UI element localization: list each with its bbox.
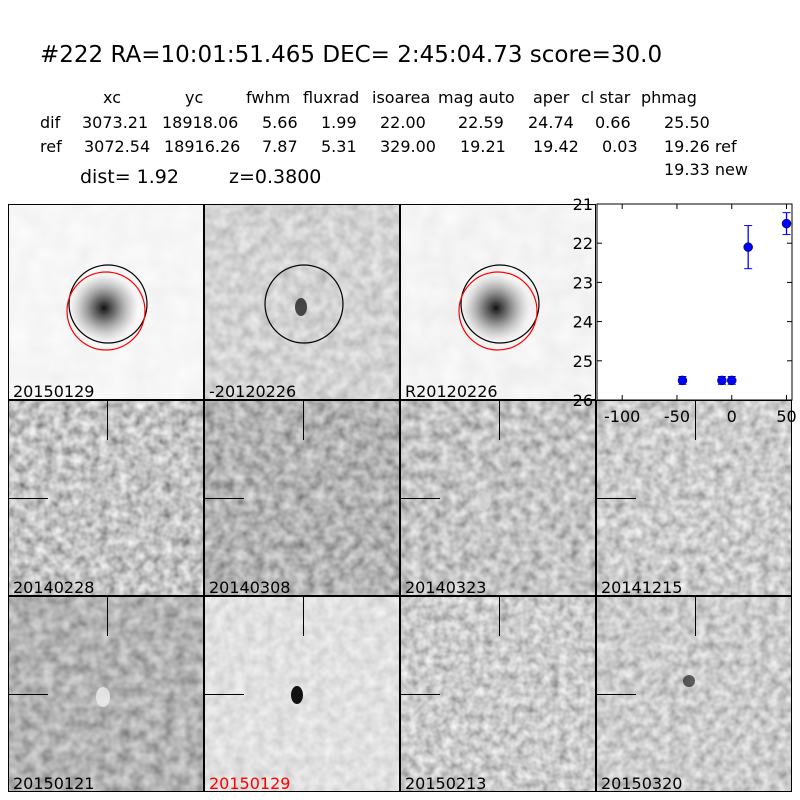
table-cell: 19.21 [460, 137, 506, 156]
table-cell: 19.42 [533, 137, 579, 156]
col-header: fluxrad [303, 88, 360, 107]
x-tick-label: 0 [727, 407, 737, 426]
cutout-image [597, 597, 791, 791]
col-header: xc [103, 88, 121, 107]
cutout-date-label: 20150213 [405, 774, 487, 792]
x-tick-label: -100 [604, 407, 640, 426]
table-cell: 3073.21 [82, 113, 149, 132]
image-cutout: 20140228 [8, 400, 204, 596]
y-tick-label: 23 [573, 273, 593, 292]
data-point [781, 218, 792, 229]
col-header: cl star [581, 88, 631, 107]
table-cell: 329.00 [380, 137, 436, 156]
phmag-new: 19.33 new [664, 160, 748, 179]
row-label: dif [40, 113, 61, 132]
col-header: phmag [641, 88, 697, 107]
image-cutout: 20150121 [8, 596, 204, 792]
cutout-date-label: 20150121 [13, 774, 95, 792]
table-cell: 19.26 ref [664, 137, 737, 156]
table-cell: 22.00 [380, 113, 426, 132]
table-cell: 22.59 [458, 113, 504, 132]
aperture-circle [264, 264, 344, 344]
col-header: fwhm [246, 88, 291, 107]
cutout-image [401, 401, 595, 595]
cutout-image [401, 205, 595, 399]
cutout-date-label: 20140228 [13, 578, 95, 596]
table-cell: 24.74 [528, 113, 574, 132]
col-header: isoarea [372, 88, 431, 107]
image-cutout: R20120226 [400, 204, 596, 400]
data-point [726, 375, 737, 386]
col-header: mag auto [438, 88, 515, 107]
table-cell: 5.31 [321, 137, 357, 156]
aperture-circle [68, 264, 148, 344]
cutout-image [9, 205, 203, 399]
cutout-image [205, 401, 399, 595]
cutout-date-label: 20150320 [601, 774, 683, 792]
reference-circle [66, 271, 146, 351]
reference-circle [458, 271, 538, 351]
image-cutout: 20140308 [204, 400, 400, 596]
redshift-value: z=0.3800 [229, 166, 322, 188]
cutout-date-label: 20140308 [209, 578, 291, 596]
table-cell: 1.99 [321, 113, 357, 132]
x-tick-label: 50 [776, 407, 796, 426]
cutout-image [401, 597, 595, 791]
cutout-image [205, 597, 399, 791]
cutout-image [205, 205, 399, 399]
table-cell: 25.50 [664, 113, 710, 132]
y-tick-label: 21 [573, 195, 593, 214]
cutout-date-label: 20141215 [601, 578, 683, 596]
dist-value: dist= 1.92 [80, 166, 179, 188]
aperture-circle [460, 264, 540, 344]
image-cutout: 20150129 [204, 596, 400, 792]
image-cutout: 20141215 [596, 400, 792, 596]
row-label: ref [40, 137, 62, 156]
plot-area [596, 203, 793, 401]
data-point [717, 375, 727, 386]
cutout-date-label: R20120226 [405, 382, 498, 400]
table-cell: 18918.06 [162, 113, 239, 132]
y-tick-label: 25 [573, 352, 593, 371]
cutout-date-label: 20150129 [13, 382, 95, 400]
cutout-date-label: 20140323 [405, 578, 487, 596]
table-cell: 7.87 [262, 137, 298, 156]
y-tick-label: 26 [573, 391, 593, 410]
cutout-date-label: 20150129 [209, 774, 291, 792]
cutout-date-label: -20120226 [209, 382, 297, 400]
cutout-image [597, 401, 791, 595]
table-cell: 5.66 [262, 113, 298, 132]
light-curve-chart: -100 -50 0 50 21 22 23 24 25 26 [573, 195, 797, 426]
table-cell: 3072.54 [84, 137, 151, 156]
table-cell: 0.66 [595, 113, 631, 132]
col-header: yc [185, 88, 204, 107]
y-tick-label: 22 [573, 234, 593, 253]
x-tick-label: -50 [664, 407, 690, 426]
data-point [743, 242, 753, 252]
image-cutout: 20150129 [8, 204, 204, 400]
y-tick-label: 24 [573, 313, 593, 332]
image-cutout: 20150213 [400, 596, 596, 792]
image-cutout: -20120226 [204, 204, 400, 400]
cutout-image [9, 597, 203, 791]
image-cutout: 20150320 [596, 596, 792, 792]
data-point [677, 375, 688, 386]
page-title: #222 RA=10:01:51.465 DEC= 2:45:04.73 sco… [40, 42, 663, 68]
image-cutout: 20140323 [400, 400, 596, 596]
table-cell: 18916.26 [164, 137, 241, 156]
cutout-image [9, 401, 203, 595]
col-header: aper [533, 88, 570, 107]
table-cell: 0.03 [602, 137, 638, 156]
